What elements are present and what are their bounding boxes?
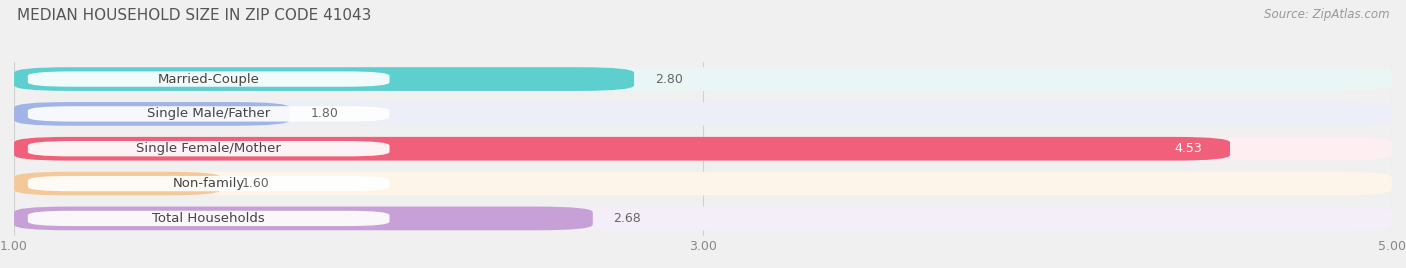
Text: MEDIAN HOUSEHOLD SIZE IN ZIP CODE 41043: MEDIAN HOUSEHOLD SIZE IN ZIP CODE 41043 [17,8,371,23]
FancyBboxPatch shape [28,106,389,122]
Text: 2.80: 2.80 [655,73,683,85]
Text: 2.68: 2.68 [613,212,641,225]
Text: Total Households: Total Households [152,212,266,225]
FancyBboxPatch shape [14,137,1392,161]
FancyBboxPatch shape [14,67,634,91]
FancyBboxPatch shape [14,172,1392,195]
FancyBboxPatch shape [28,141,389,157]
FancyBboxPatch shape [28,211,389,226]
Text: 1.80: 1.80 [311,107,339,120]
FancyBboxPatch shape [28,176,389,191]
Text: Single Male/Father: Single Male/Father [148,107,270,120]
FancyBboxPatch shape [14,102,290,126]
Text: Married-Couple: Married-Couple [157,73,260,85]
FancyBboxPatch shape [14,67,1392,91]
Text: 1.60: 1.60 [242,177,269,190]
FancyBboxPatch shape [14,207,593,230]
Text: Single Female/Mother: Single Female/Mother [136,142,281,155]
FancyBboxPatch shape [28,71,389,87]
Text: Source: ZipAtlas.com: Source: ZipAtlas.com [1264,8,1389,21]
Text: 4.53: 4.53 [1175,142,1202,155]
FancyBboxPatch shape [14,172,221,195]
Text: Non-family: Non-family [173,177,245,190]
FancyBboxPatch shape [14,102,1392,126]
FancyBboxPatch shape [14,137,1230,161]
FancyBboxPatch shape [14,207,1392,230]
